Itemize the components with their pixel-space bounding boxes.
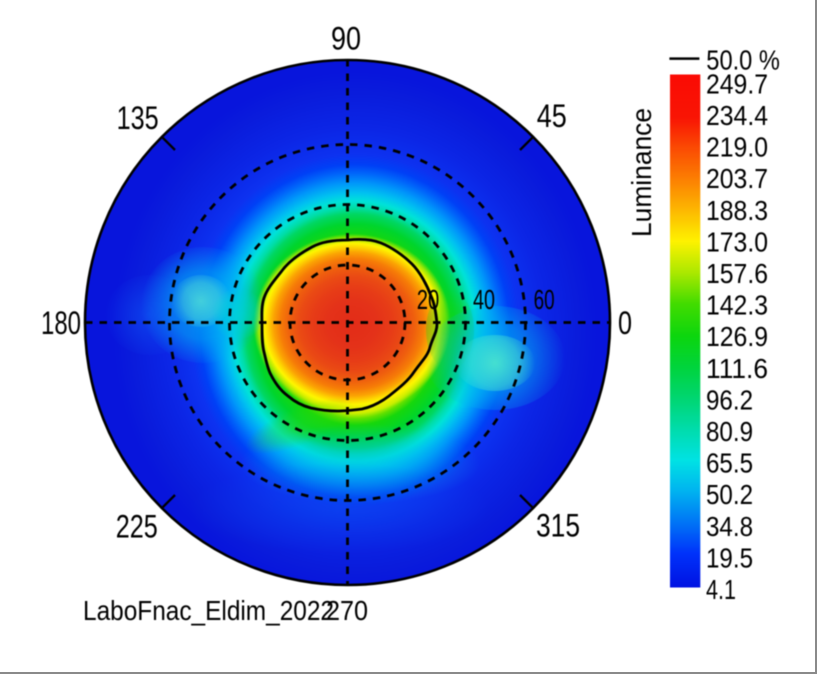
svg-text:270: 270 xyxy=(326,595,368,626)
svg-text:60: 60 xyxy=(534,284,555,315)
svg-text:142.3: 142.3 xyxy=(706,290,768,321)
svg-text:173.0: 173.0 xyxy=(706,226,768,257)
svg-text:219.0: 219.0 xyxy=(706,132,768,163)
svg-text:234.4: 234.4 xyxy=(706,100,768,131)
svg-text:80.9: 80.9 xyxy=(706,416,753,447)
svg-text:4.1: 4.1 xyxy=(706,574,736,605)
svg-text:20: 20 xyxy=(417,284,440,315)
svg-text:50.2: 50.2 xyxy=(706,479,753,510)
svg-text:40: 40 xyxy=(473,284,495,315)
svg-text:249.7: 249.7 xyxy=(706,68,768,99)
svg-text:180: 180 xyxy=(41,305,81,341)
svg-text:45: 45 xyxy=(537,98,567,134)
svg-text:96.2: 96.2 xyxy=(706,384,753,415)
svg-text:90: 90 xyxy=(331,21,361,57)
svg-text:LaboFnac_Eldim_2022: LaboFnac_Eldim_2022 xyxy=(83,595,334,626)
svg-text:0: 0 xyxy=(618,305,632,341)
svg-text:19.5: 19.5 xyxy=(706,542,753,573)
svg-text:Luminance: Luminance xyxy=(626,108,657,237)
svg-text:34.8: 34.8 xyxy=(706,511,753,542)
svg-text:126.9: 126.9 xyxy=(706,321,768,352)
svg-text:50.0 %: 50.0 % xyxy=(706,45,780,76)
svg-text:135: 135 xyxy=(117,100,159,136)
svg-text:315: 315 xyxy=(536,508,580,544)
svg-text:225: 225 xyxy=(116,508,158,544)
svg-text:157.6: 157.6 xyxy=(706,258,768,289)
svg-text:111.6: 111.6 xyxy=(706,353,768,384)
svg-text:203.7: 203.7 xyxy=(706,163,768,194)
svg-text:188.3: 188.3 xyxy=(706,195,768,226)
svg-text:65.5: 65.5 xyxy=(706,448,753,479)
